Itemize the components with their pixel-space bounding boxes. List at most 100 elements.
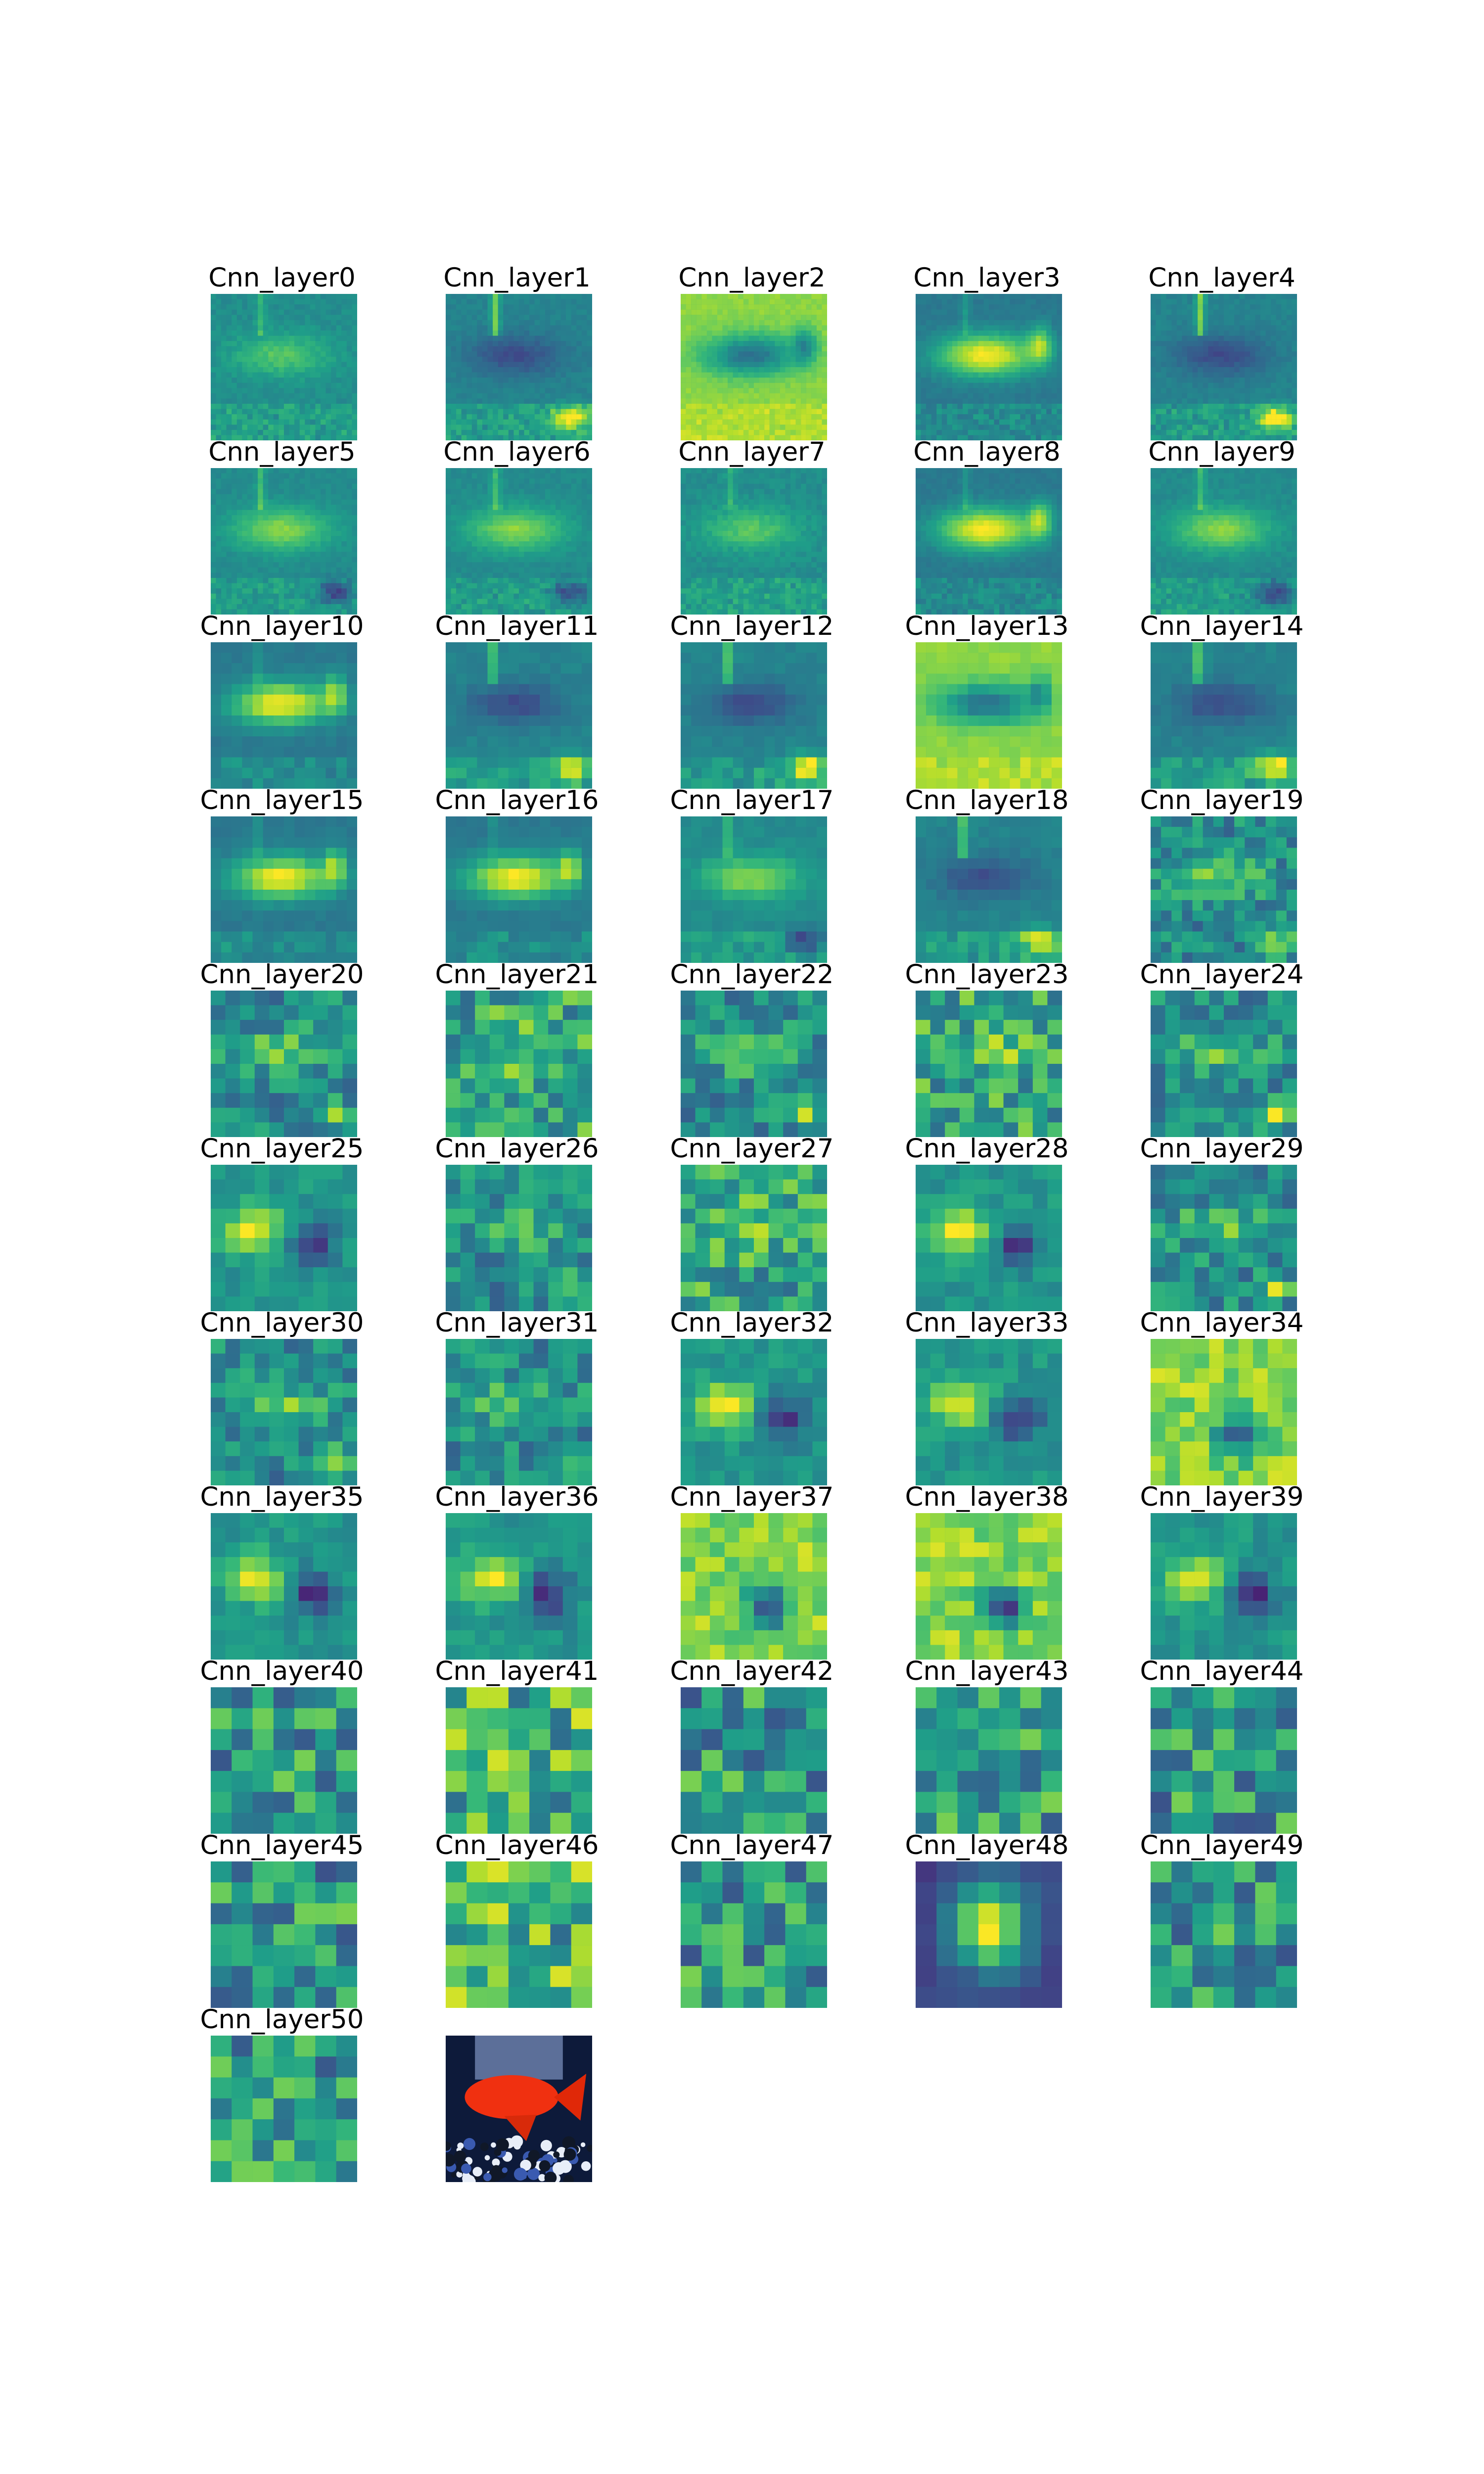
panel-title: Cnn_layer39 xyxy=(1140,1482,1304,1512)
feature-map-image xyxy=(211,816,357,963)
panel-title: Cnn_layer4 xyxy=(1148,263,1296,293)
feature-map-image xyxy=(446,1339,592,1485)
feature-map-panel: Cnn_layer13 xyxy=(868,611,1106,789)
panel-title: Cnn_layer5 xyxy=(208,437,356,467)
feature-map-image xyxy=(211,468,357,615)
feature-map-panel: Cnn_layer43 xyxy=(868,1656,1106,1834)
feature-map-image xyxy=(211,1339,357,1485)
panel-title: Cnn_layer20 xyxy=(200,959,364,990)
panel-title: Cnn_layer16 xyxy=(435,785,599,815)
feature-map-image xyxy=(916,1513,1062,1660)
feature-map-image xyxy=(211,1513,357,1660)
panel-title: Cnn_layer44 xyxy=(1140,1656,1304,1686)
feature-map-image xyxy=(211,642,357,789)
panel-title: Cnn_layer12 xyxy=(670,611,834,641)
feature-map-image xyxy=(681,1513,827,1660)
feature-map-image xyxy=(681,1687,827,1834)
feature-map-image xyxy=(446,468,592,615)
feature-map-panel: Cnn_layer29 xyxy=(1103,1133,1341,1311)
feature-map-panel: Cnn_layer50 xyxy=(163,2004,401,2182)
feature-map-image xyxy=(211,1861,357,2008)
feature-map-panel: Cnn_layer23 xyxy=(868,959,1106,1137)
feature-map-image xyxy=(916,1339,1062,1485)
feature-map-image xyxy=(446,1687,592,1834)
feature-map-panel: Cnn_layer20 xyxy=(163,959,401,1137)
feature-map-image xyxy=(681,816,827,963)
feature-map-panel: Cnn_layer48 xyxy=(868,1830,1106,2008)
feature-map-panel: Cnn_layer21 xyxy=(398,959,636,1137)
feature-map-image xyxy=(681,991,827,1137)
feature-map-panel: Cnn_layer5 xyxy=(163,436,401,615)
feature-map-image xyxy=(1151,816,1297,963)
panel-title: Cnn_layer36 xyxy=(435,1482,599,1512)
feature-map-image xyxy=(916,1861,1062,2008)
panel-title: Cnn_layer0 xyxy=(208,263,356,293)
feature-map-panel: Cnn_layer37 xyxy=(633,1481,871,1660)
feature-map-image xyxy=(211,294,357,440)
feature-map-panel: Cnn_layer6 xyxy=(398,436,636,615)
panel-title: Cnn_layer48 xyxy=(905,1830,1069,1860)
feature-map-image xyxy=(446,991,592,1137)
panel-title: Cnn_layer41 xyxy=(435,1656,599,1686)
panel-title: Cnn_layer32 xyxy=(670,1308,834,1338)
panel-title: Cnn_layer30 xyxy=(200,1308,364,1338)
feature-map-panel: Cnn_layer36 xyxy=(398,1481,636,1660)
feature-map-panel: Cnn_layer32 xyxy=(633,1307,871,1485)
feature-map-panel: Cnn_layer24 xyxy=(1103,959,1341,1137)
feature-map-panel: Cnn_layer8 xyxy=(868,436,1106,615)
panel-title: Cnn_layer47 xyxy=(670,1830,834,1860)
feature-map-panel: Cnn_layer40 xyxy=(163,1656,401,1834)
feature-map-panel: Cnn_layer15 xyxy=(163,785,401,963)
feature-map-panel: Cnn_layer18 xyxy=(868,785,1106,963)
feature-map-panel xyxy=(398,2004,636,2182)
feature-map-panel: Cnn_layer49 xyxy=(1103,1830,1341,2008)
feature-map-image xyxy=(1151,294,1297,440)
panel-title: Cnn_layer10 xyxy=(200,611,364,641)
panel-title: Cnn_layer50 xyxy=(200,2004,364,2035)
feature-map-panel: Cnn_layer3 xyxy=(868,262,1106,440)
feature-map-image xyxy=(681,1165,827,1311)
feature-map-panel: Cnn_layer16 xyxy=(398,785,636,963)
feature-map-image xyxy=(916,1165,1062,1311)
panel-title: Cnn_layer1 xyxy=(443,263,591,293)
feature-map-panel: Cnn_layer34 xyxy=(1103,1307,1341,1485)
panel-title: Cnn_layer34 xyxy=(1140,1308,1304,1338)
feature-map-panel: Cnn_layer33 xyxy=(868,1307,1106,1485)
feature-map-panel: Cnn_layer0 xyxy=(163,262,401,440)
feature-map-image xyxy=(681,468,827,615)
feature-map-image xyxy=(916,991,1062,1137)
feature-map-panel: Cnn_layer17 xyxy=(633,785,871,963)
panel-title: Cnn_layer7 xyxy=(678,437,826,467)
panel-title: Cnn_layer9 xyxy=(1148,437,1296,467)
feature-map-panel: Cnn_layer25 xyxy=(163,1133,401,1311)
feature-map-image xyxy=(211,2036,357,2182)
panel-title: Cnn_layer23 xyxy=(905,959,1069,990)
feature-map-panel: Cnn_layer14 xyxy=(1103,611,1341,789)
panel-title: Cnn_layer37 xyxy=(670,1482,834,1512)
panel-title: Cnn_layer13 xyxy=(905,611,1069,641)
panel-title: Cnn_layer6 xyxy=(443,437,591,467)
panel-title: Cnn_layer11 xyxy=(435,611,599,641)
feature-map-panel: Cnn_layer4 xyxy=(1103,262,1341,440)
panel-title xyxy=(398,2004,636,2036)
panel-title: Cnn_layer17 xyxy=(670,785,834,815)
feature-map-image xyxy=(211,1687,357,1834)
panel-title: Cnn_layer27 xyxy=(670,1134,834,1164)
panel-title: Cnn_layer45 xyxy=(200,1830,364,1860)
feature-map-panel: Cnn_layer46 xyxy=(398,1830,636,2008)
feature-map-image xyxy=(916,1687,1062,1834)
feature-map-image xyxy=(916,642,1062,789)
feature-map-panel: Cnn_layer7 xyxy=(633,436,871,615)
feature-map-panel: Cnn_layer31 xyxy=(398,1307,636,1485)
feature-map-panel: Cnn_layer2 xyxy=(633,262,871,440)
panel-title: Cnn_layer2 xyxy=(678,263,826,293)
panel-title: Cnn_layer40 xyxy=(200,1656,364,1686)
feature-map-panel: Cnn_layer19 xyxy=(1103,785,1341,963)
panel-title: Cnn_layer49 xyxy=(1140,1830,1304,1860)
panel-title: Cnn_layer22 xyxy=(670,959,834,990)
feature-map-panel: Cnn_layer26 xyxy=(398,1133,636,1311)
panel-title: Cnn_layer14 xyxy=(1140,611,1304,641)
feature-map-image xyxy=(211,991,357,1137)
feature-map-image xyxy=(1151,991,1297,1137)
panel-title: Cnn_layer8 xyxy=(913,437,1061,467)
